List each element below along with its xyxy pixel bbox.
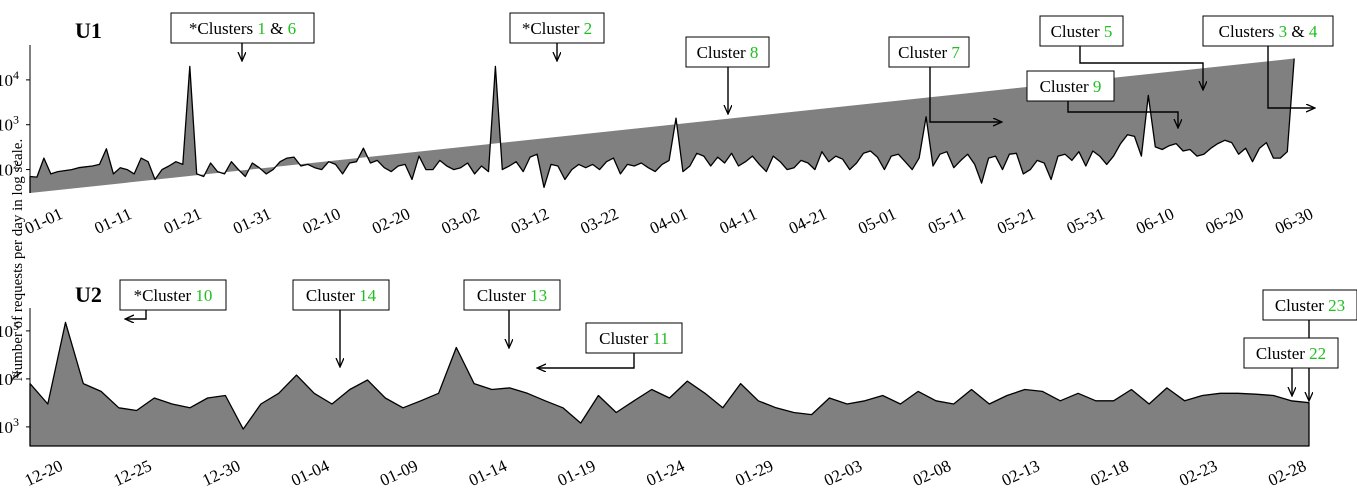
x-tick-label: 02-10: [300, 204, 344, 238]
annotation-label: Cluster 7: [898, 43, 960, 62]
annotation-label: Cluster 5: [1051, 22, 1113, 41]
cluster-annotation: Cluster 7: [888, 36, 1001, 122]
x-tick-label: 02-23: [1176, 456, 1220, 490]
area-series: [29, 321, 1310, 447]
x-tick-label: 01-24: [643, 456, 687, 490]
annotation-arrow: [126, 310, 147, 319]
cluster-annotation: Cluster 14: [292, 279, 390, 366]
x-tick-label: 04-11: [717, 204, 760, 238]
panel-label: U1: [75, 18, 102, 43]
annotation-box: [1026, 70, 1115, 102]
x-tick-label: 02-20: [369, 204, 413, 238]
annotation-label: Cluster 14: [306, 286, 377, 305]
x-tick-label: 01-04: [288, 456, 332, 490]
annotation-box: [888, 36, 970, 68]
cluster-annotation: Clusters 3 & 4: [1202, 15, 1334, 108]
cluster-annotation: *Clusters 1 & 6: [170, 12, 315, 60]
annotation-label: Cluster 23: [1275, 296, 1345, 315]
annotation-label: Cluster 13: [477, 286, 547, 305]
annotation-label: Cluster 11: [599, 329, 669, 348]
x-tick-label: 05-11: [925, 204, 968, 238]
y-tick-label: 102: [0, 158, 19, 180]
x-tick-label: 01-09: [377, 456, 421, 490]
x-tick-label: 01-31: [230, 204, 274, 238]
cluster-annotation: Cluster 13: [463, 279, 561, 347]
x-tick-label: 12-20: [22, 456, 66, 490]
panel-u2: U2 103 104 105 12-20 12-25 12-30 01-04 01-09 01-1…: [0, 279, 1357, 490]
area-series: [29, 58, 1295, 193]
annotation-arrow: [929, 67, 1001, 122]
cluster-annotation: Cluster 23: [1262, 289, 1357, 400]
cluster-annotation: Cluster 5: [1039, 15, 1203, 89]
x-tick-label: 04-01: [647, 204, 691, 238]
cluster-annotation: Cluster 22: [1243, 337, 1339, 395]
annotation-box: [463, 279, 561, 311]
annotation-label: Clusters 3 & 4: [1219, 22, 1318, 41]
panel-u1: U1 102 103 104 01-01 01-11 01-21 01-31 02-10 02-2…: [0, 12, 1334, 238]
y-tick-label: 104: [0, 367, 19, 389]
panel-label: U2: [75, 282, 102, 307]
cluster-annotation: *Cluster 10: [119, 279, 227, 319]
x-tick-label: 05-21: [994, 204, 1038, 238]
annotation-label: *Clusters 1 & 6: [189, 19, 296, 38]
annotation-label: Cluster 22: [1256, 344, 1326, 363]
annotation-label: *Cluster 10: [134, 286, 213, 305]
x-tick-label: 01-19: [555, 456, 599, 490]
x-tick-label: 12-30: [199, 456, 243, 490]
cluster-annotation: *Cluster 2: [509, 12, 605, 60]
annotation-box: [1039, 15, 1124, 47]
annotation-label: Cluster 8: [697, 43, 759, 62]
x-tick-label: 06-20: [1203, 204, 1247, 238]
annotation-box: [119, 279, 227, 311]
annotation-label: Cluster 9: [1040, 77, 1102, 96]
x-tick-label: 05-01: [855, 204, 899, 238]
annotation-arrow: [1267, 46, 1314, 108]
x-tick-label: 01-14: [466, 456, 510, 490]
x-tick-label: 02-28: [1265, 456, 1309, 490]
annotation-arrow: [1079, 46, 1203, 89]
cluster-annotation: Cluster 11: [538, 322, 683, 368]
x-tick-label: 02-08: [910, 456, 954, 490]
x-tick-label: 01-11: [91, 204, 134, 238]
x-tick-label: 01-01: [22, 204, 66, 238]
x-tick-label: 02-18: [1088, 456, 1132, 490]
annotation-box: [170, 12, 315, 44]
x-tick-label: 12-25: [111, 456, 155, 490]
annotation-box: [1262, 289, 1357, 321]
x-tick-label: 01-21: [161, 204, 205, 238]
annotation-box: [292, 279, 390, 311]
annotation-box: [1243, 337, 1339, 369]
x-tick-label: 03-12: [508, 204, 552, 238]
y-tick-label: 105: [0, 319, 19, 341]
x-tick-label: 03-22: [577, 204, 621, 238]
x-tick-label: 06-10: [1133, 204, 1177, 238]
annotation-label: *Cluster 2: [522, 19, 592, 38]
x-tick-label: 02-03: [821, 456, 865, 490]
y-tick-label: 103: [0, 113, 19, 135]
y-tick-label: 104: [0, 68, 19, 90]
x-tick-label: 06-30: [1272, 204, 1316, 238]
cluster-annotation: Cluster 8: [685, 36, 770, 113]
x-tick-label: 03-02: [438, 204, 482, 238]
annotation-box: [509, 12, 605, 44]
y-tick-label: 103: [0, 415, 19, 437]
x-tick-label: 02-13: [999, 456, 1043, 490]
y-axis-label: Number of requests per day in log scale.: [10, 139, 26, 381]
annotation-arrow: [1067, 101, 1178, 127]
x-tick-label: 05-31: [1064, 204, 1108, 238]
x-tick-label: 01-29: [732, 456, 776, 490]
annotation-arrow: [538, 353, 635, 368]
cluster-annotation: Cluster 9: [1026, 70, 1178, 127]
x-tick-label: 04-21: [786, 204, 830, 238]
